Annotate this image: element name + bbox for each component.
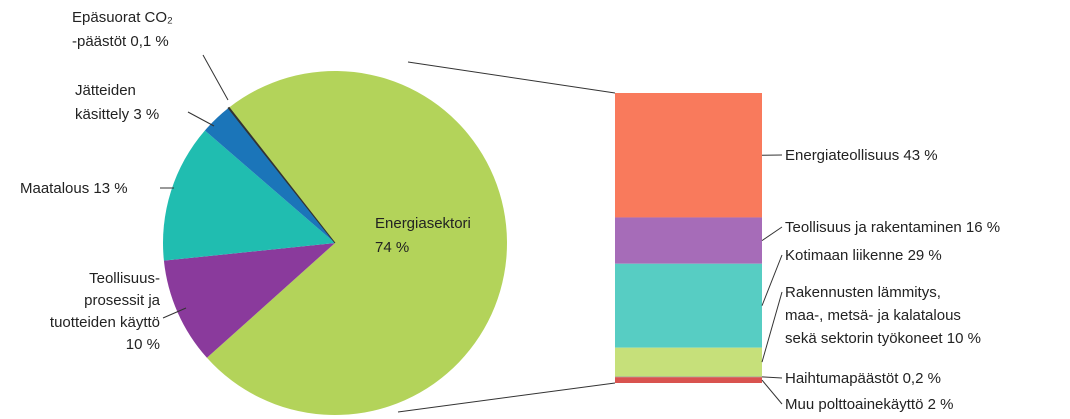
pie-label: 74 % xyxy=(375,239,409,256)
bar-label: Rakennusten lämmitys, xyxy=(785,284,941,301)
pie-label: prosessit ja xyxy=(84,292,161,309)
connector-line xyxy=(397,382,616,413)
leader-line xyxy=(761,379,783,405)
pie-label: Maatalous 13 % xyxy=(20,180,128,197)
pie-slice xyxy=(162,130,335,261)
leader-line xyxy=(162,307,187,319)
leader-line xyxy=(187,111,215,127)
bar-label: Kotimaan liikenne 29 % xyxy=(785,247,942,264)
leader-line xyxy=(761,254,783,306)
bar-label: Haihtumapäästöt 0,2 % xyxy=(785,370,941,387)
pie-slice xyxy=(206,71,508,416)
leader-line xyxy=(761,291,783,363)
pie-label: Jätteiden xyxy=(75,82,136,99)
leader-line xyxy=(761,376,783,379)
pie-slice xyxy=(227,106,336,244)
leader-line xyxy=(761,226,783,242)
pie-label: Teollisuus- xyxy=(89,270,160,287)
leader-line xyxy=(202,54,229,101)
bar-segment xyxy=(615,376,762,378)
pie-slice xyxy=(204,108,335,243)
pie-label: käsittely 3 % xyxy=(75,106,159,123)
bar-label: Muu polttoainekäyttö 2 % xyxy=(785,396,953,413)
bar-label: sekä sektorin työkoneet 10 % xyxy=(785,330,981,347)
bar-segment xyxy=(615,217,762,264)
pie-label: -päästöt 0,1 % xyxy=(72,33,169,50)
pie-label: tuotteiden käyttö xyxy=(50,314,160,331)
pie-label: 10 % xyxy=(126,336,160,353)
bar-segment xyxy=(615,347,762,377)
bar-segment xyxy=(615,377,762,383)
bar-label: Teollisuus ja rakentaminen 16 % xyxy=(785,219,1000,236)
pie-label: Epäsuorat CO₂ xyxy=(72,9,173,26)
bar-segment xyxy=(615,93,762,218)
connector-line xyxy=(407,61,616,94)
pie-slice xyxy=(163,243,335,358)
bar-segment xyxy=(615,263,762,348)
pie-label: Energiasektori xyxy=(375,215,471,232)
bar-label: maa-, metsä- ja kalatalous xyxy=(785,307,961,324)
bar-label: Energiateollisuus 43 % xyxy=(785,147,938,164)
